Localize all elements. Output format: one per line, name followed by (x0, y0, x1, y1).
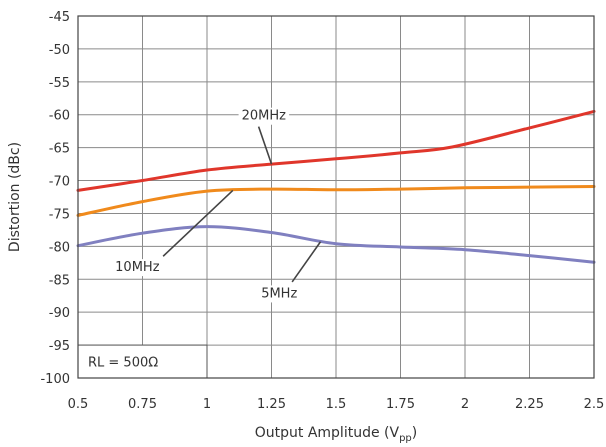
x-axis-label-close: ) (412, 425, 417, 441)
y-tick-label: -50 (49, 43, 70, 58)
series-label-20MHz: 20MHz (242, 109, 287, 124)
annotation-box: RL = 500Ω (77, 344, 208, 379)
x-axis-label-sub: pp (399, 433, 412, 444)
x-tick-label: 1.25 (257, 397, 286, 412)
grid (77, 15, 595, 379)
plot-frame (77, 15, 595, 379)
x-axis-label-main: Output Amplitude (V (255, 425, 400, 441)
y-tick-label: -85 (49, 273, 70, 288)
x-tick-label: 0.75 (128, 397, 157, 412)
annotation-box-frame (77, 344, 208, 379)
x-tick-label: 2 (461, 397, 469, 412)
series-labels: 20MHz 10MHz 5MHz (112, 107, 301, 303)
series-line-10MHz (76, 185, 596, 217)
series-label-bg (112, 259, 163, 277)
y-tick-label: -70 (49, 175, 70, 190)
y-axis-label: Distortion (dBc) (7, 142, 23, 252)
x-tick-label: 2.5 (584, 397, 605, 412)
series-label-5MHz: 5MHz (261, 286, 297, 301)
series-line-20MHz (76, 109, 596, 192)
y-tick-label: -65 (49, 142, 70, 157)
y-tick-label: -60 (49, 109, 70, 124)
y-tick-label: -75 (49, 207, 70, 222)
series-label-10MHz: 10MHz (115, 260, 160, 275)
y-tick-label: -95 (49, 339, 70, 354)
x-tick-label: 1.5 (326, 397, 347, 412)
x-tick-label: 2.25 (515, 397, 544, 412)
y-tick-label: -55 (49, 76, 70, 91)
series-layer (76, 109, 596, 264)
label-leader-line (257, 126, 273, 165)
y-tick-label: -100 (40, 372, 70, 387)
y-tick-labels: -45 -50 -55 -60 -65 -70 -75 -80 -85 -90 -95 -100 (40, 10, 70, 387)
label-leaders (162, 126, 322, 283)
annotation-text: RL = 500Ω (88, 356, 158, 371)
x-tick-label: 1 (203, 397, 211, 412)
series-label-bg (238, 107, 290, 125)
x-tick-labels: 0.5 0.75 1 1.25 1.5 1.75 2 2.25 2.5 (68, 397, 605, 412)
x-tick-label: 0.5 (68, 397, 89, 412)
label-leader-line (291, 241, 322, 283)
label-leader-line (162, 189, 234, 257)
y-tick-label: -80 (49, 240, 70, 255)
y-tick-label: -45 (49, 10, 70, 25)
series-line-5MHz (76, 225, 596, 264)
x-tick-label: 1.75 (386, 397, 415, 412)
series-label-bg (258, 285, 301, 303)
x-axis-label: Output Amplitude (Vpp) (255, 425, 418, 444)
y-tick-label: -90 (49, 306, 70, 321)
